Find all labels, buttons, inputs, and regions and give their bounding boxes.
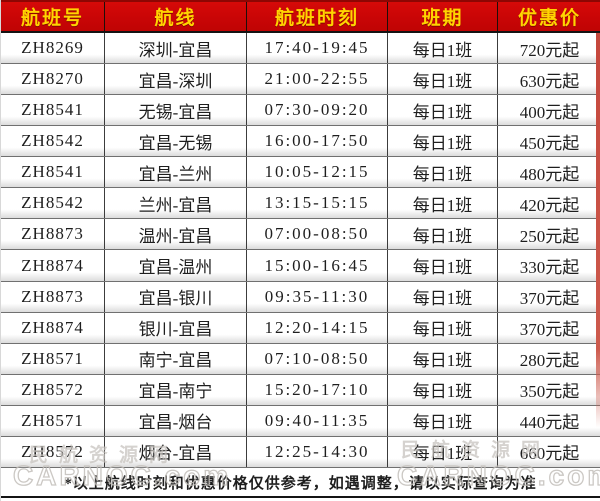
cell-flight-number: ZH8541 [1,157,105,188]
cell-flight-time: 07:30-09:20 [247,95,388,126]
cell-price: 450元起 [519,133,580,153]
cell-route: 南宁-宜昌 [105,343,247,374]
cell-flight-time: 15:20-17:10 [247,374,388,405]
table-row: ZH8571 宜昌-烟台 09:40-11:35 每日1班 440元起 [1,405,600,437]
cell-price: 660元起 [519,444,580,464]
cell-flight-time: 21:00-22:55 [247,64,388,95]
cell-flight-number: ZH8542 [1,126,105,157]
cell-flight-time: 07:10-08:50 [247,343,388,374]
bottom-margin [1,498,600,501]
cell-flight-number: ZH8874 [1,250,105,281]
cell-route: 宜昌-银川 [105,281,247,312]
cell-flight-time: 10:05-12:15 [247,157,388,188]
cell-schedule: 每日1班 [388,33,498,64]
cell-flight-number: ZH8270 [1,64,105,95]
cell-route: 宜昌-深圳 [105,64,247,95]
cell-flight-number: ZH8541 [1,95,105,126]
table-row: ZH8270 宜昌-深圳 21:00-22:55 每日1班 630元起 [1,64,600,96]
cell-flight-time: 09:40-11:35 [247,405,388,436]
cell-flight-time: 12:25-14:30 [247,436,388,467]
cell-route: 银川-宜昌 [105,312,247,343]
cell-route: 兰州-宜昌 [105,188,247,219]
cell-price: 250元起 [519,226,580,246]
cell-price: 400元起 [519,102,580,122]
cell-flight-time: 13:15-15:15 [247,188,388,219]
cell-flight-number: ZH8874 [1,312,105,343]
table-row: ZH8572 烟台-宜昌 12:25-14:30 每日1班 660元起 [1,436,600,468]
cell-schedule: 每日1班 [388,95,498,126]
cell-price: 280元起 [519,351,580,371]
cell-flight-number: ZH8873 [1,281,105,312]
cell-route: 深圳-宜昌 [105,33,247,64]
header-price: 优惠价 [517,8,581,29]
cell-price: 370元起 [519,289,580,309]
table-row: ZH8542 兰州-宜昌 13:15-15:15 每日1班 420元起 [1,188,600,220]
cell-schedule: 每日1班 [388,64,498,95]
table-row: ZH8541 无锡-宜昌 07:30-09:20 每日1班 400元起 [1,95,600,127]
table-row: ZH8874 银川-宜昌 12:20-14:15 每日1班 370元起 [1,312,600,344]
cell-price: 370元起 [519,320,580,340]
table-row: ZH8873 宜昌-银川 09:35-11:30 每日1班 370元起 [1,281,600,313]
cell-price: 630元起 [519,71,580,91]
cell-flight-time: 09:35-11:30 [247,281,388,312]
cell-schedule: 每日1班 [388,188,498,219]
cell-price: 440元起 [519,413,580,433]
cell-flight-number: ZH8269 [1,33,105,64]
table-body: ZH8269 深圳-宜昌 17:40-19:45 每日1班 720元起 ZH82… [1,33,600,468]
cell-schedule: 每日1班 [388,436,498,467]
cell-flight-time: 15:00-16:45 [247,250,388,281]
cell-flight-number: ZH8542 [1,188,105,219]
cell-route: 宜昌-烟台 [105,405,247,436]
cell-flight-number: ZH8572 [1,374,105,405]
header-flight-number: 航班号 [1,2,105,31]
cell-price: 420元起 [519,195,580,215]
table-row: ZH8572 宜昌-南宁 15:20-17:10 每日1班 350元起 [1,374,600,406]
cell-flight-time: 16:00-17:50 [247,126,388,157]
table-row: ZH8571 南宁-宜昌 07:10-08:50 每日1班 280元起 [1,343,600,375]
table-row: ZH8541 宜昌-兰州 10:05-12:15 每日1班 480元起 [1,157,600,189]
cell-schedule: 每日1班 [388,281,498,312]
cell-flight-number: ZH8571 [1,343,105,374]
cell-route: 温州-宜昌 [105,219,247,250]
table-footnote: *以上航线时刻和优惠价格仅供参考，如遇调整，请以实际查询为准 [1,468,600,498]
cell-flight-time: 07:00-08:50 [247,219,388,250]
cell-schedule: 每日1班 [388,405,498,436]
cell-schedule: 每日1班 [388,312,498,343]
cell-schedule: 每日1班 [388,374,498,405]
cell-route: 宜昌-无锡 [105,126,247,157]
cell-flight-time: 17:40-19:45 [247,33,388,64]
table-row: ZH8873 温州-宜昌 07:00-08:50 每日1班 250元起 [1,219,600,251]
table-row: ZH8269 深圳-宜昌 17:40-19:45 每日1班 720元起 [1,33,600,65]
cell-schedule: 每日1班 [388,219,498,250]
cell-schedule: 每日1班 [388,250,498,281]
cell-route: 宜昌-温州 [105,250,247,281]
cell-price: 720元起 [519,40,580,60]
cell-route: 宜昌-南宁 [105,374,247,405]
header-schedule: 班期 [388,2,498,31]
table-header-row: 航班号 航线 航班时刻 班期 优惠价 [1,0,600,33]
header-flight-time: 航班时刻 [247,2,388,31]
cell-price: 480元起 [519,164,580,184]
table-row: ZH8542 宜昌-无锡 16:00-17:50 每日1班 450元起 [1,126,600,158]
cell-flight-number: ZH8572 [1,436,105,467]
cell-schedule: 每日1班 [388,126,498,157]
cell-flight-number: ZH8873 [1,219,105,250]
cell-schedule: 每日1班 [388,157,498,188]
cell-price: 330元起 [519,258,580,278]
table-row: ZH8874 宜昌-温州 15:00-16:45 每日1班 330元起 [1,250,600,282]
cell-flight-number: ZH8571 [1,405,105,436]
cell-schedule: 每日1班 [388,343,498,374]
cell-price: 350元起 [519,382,580,402]
cell-route: 无锡-宜昌 [105,95,247,126]
cell-route: 烟台-宜昌 [105,436,247,467]
cell-route: 宜昌-兰州 [105,157,247,188]
header-route: 航线 [105,2,247,31]
cell-flight-time: 12:20-14:15 [247,312,388,343]
